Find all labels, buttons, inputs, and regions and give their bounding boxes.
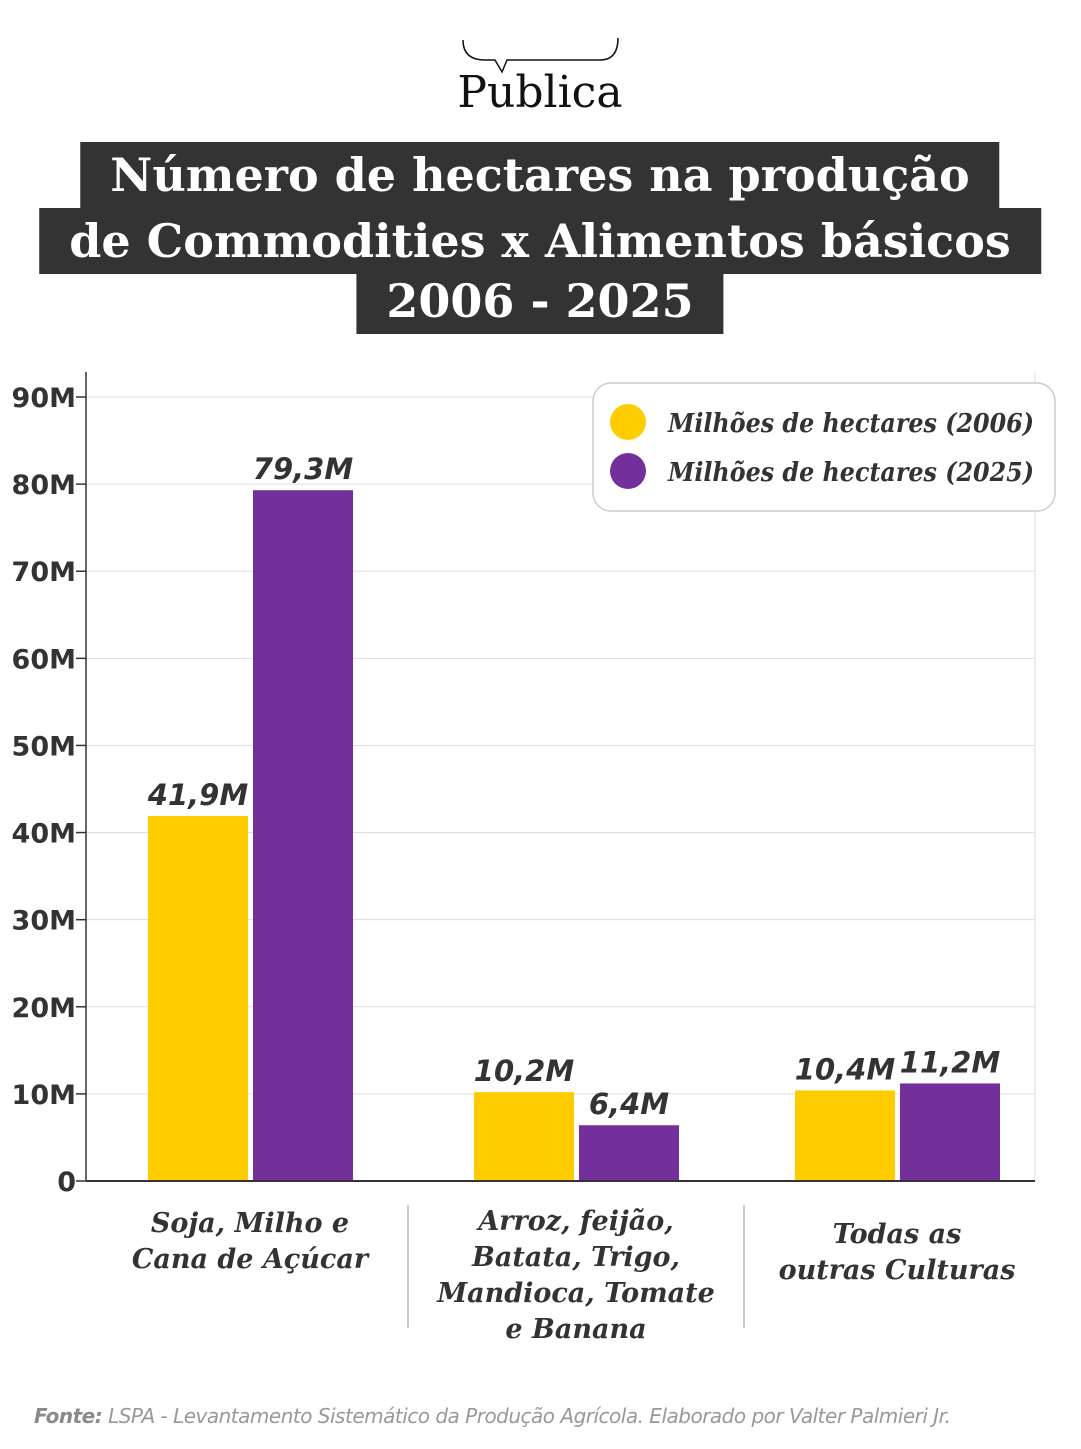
- bar: [900, 1083, 1000, 1181]
- y-tick-label: 80M: [12, 470, 76, 501]
- data-label: 10,2M: [474, 1054, 575, 1088]
- y-tick-label: 90M: [12, 383, 76, 414]
- publica-logo: Publica: [440, 30, 640, 120]
- source-text: LSPA - Levantamento Sistemático da Produ…: [102, 1404, 951, 1428]
- bar: [795, 1090, 895, 1181]
- x-category-label: Todas as: [833, 1219, 962, 1250]
- x-category-label: Batata, Trigo,: [471, 1242, 680, 1273]
- data-label: 79,3M: [253, 452, 354, 486]
- bar: [474, 1092, 574, 1181]
- legend-label: Milhões de hectares (2025): [667, 458, 1034, 488]
- y-tick-label: 30M: [12, 906, 76, 937]
- bar: [579, 1125, 679, 1181]
- x-category-label: e Banana: [505, 1314, 646, 1345]
- source-label: Fonte:: [34, 1404, 103, 1428]
- data-label: 10,4M: [795, 1052, 896, 1086]
- y-tick-label: 40M: [12, 819, 76, 850]
- legend-swatch: [610, 453, 646, 489]
- x-category-label: Arroz, feijão,: [475, 1206, 673, 1237]
- x-category-label: outras Culturas: [779, 1255, 1016, 1286]
- legend: [592, 382, 1056, 512]
- y-tick-label: 50M: [12, 731, 76, 762]
- y-tick-label: 20M: [12, 993, 76, 1024]
- svg-text:Publica: Publica: [457, 67, 622, 118]
- data-label: 6,4M: [589, 1087, 669, 1121]
- x-category-label: Cana de Açúcar: [132, 1244, 370, 1275]
- bar: [148, 816, 248, 1181]
- x-category-label: Soja, Milho e: [151, 1208, 349, 1239]
- chart-title-line-1: Número de hectares na produção: [80, 142, 1000, 208]
- y-tick-label: 10M: [12, 1080, 76, 1111]
- x-category-label: Mandioca, Tomate: [436, 1278, 715, 1309]
- legend-swatch: [610, 404, 646, 440]
- y-tick-label: 60M: [12, 644, 76, 675]
- data-label: 41,9M: [147, 778, 249, 812]
- y-tick-label: 70M: [12, 557, 76, 588]
- data-label: 11,2M: [900, 1045, 1001, 1079]
- chart-title-line-3: 2006 - 2025: [356, 268, 724, 334]
- bar: [253, 490, 353, 1182]
- legend-label: Milhões de hectares (2006): [667, 409, 1034, 439]
- y-tick-label: 0: [57, 1167, 76, 1198]
- chart-title-line-2: de Commodities x Alimentos básicos: [39, 208, 1041, 274]
- source-note: Fonte: LSPA - Levantamento Sistemático d…: [34, 1404, 951, 1428]
